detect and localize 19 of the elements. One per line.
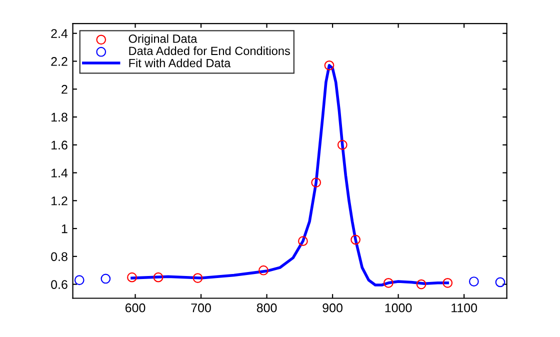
y-tick-label: 2.2 [51,57,68,66]
x-tick-label: 1100 [452,303,478,312]
x-tick-label: 900 [322,303,342,312]
y-tick-label: 1.2 [52,196,68,206]
y-tick-label: 1.8 [52,112,68,122]
legend-label: Fit with Added Data [129,58,231,68]
legend-label: Original Data [128,34,198,46]
legend-label: Data Added for End Conditions [129,46,290,56]
y-tick-label: 0.8 [51,252,68,262]
x-tick-label: 600 [125,303,146,312]
y-tick-label: 2.4 [51,29,68,38]
x-tick-label: 1000 [385,303,412,312]
y-tick-label: 0.6 [51,280,68,289]
x-tick-label: 800 [256,303,277,312]
y-tick-label: 2 [62,84,68,94]
y-tick-label: 1.4 [52,168,68,178]
x-tick-label: 700 [191,303,211,312]
y-tick-label: 1 [62,224,68,234]
y-tick-label: 1.6 [52,140,68,150]
